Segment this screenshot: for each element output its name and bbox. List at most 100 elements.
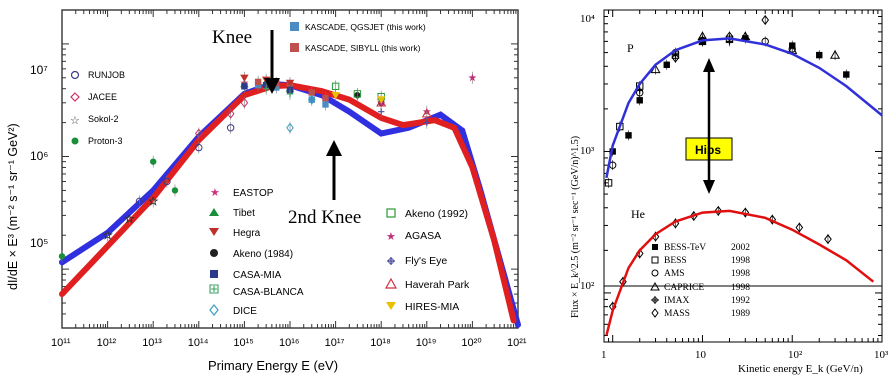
proton-model-curve — [605, 37, 883, 179]
left-x-tick-label: 10¹¹ — [51, 337, 71, 349]
legend-label-flys-eye: Fly's Eye — [405, 255, 447, 267]
right-points — [604, 14, 850, 312]
left-data-point — [262, 85, 270, 92]
left-ticks — [61, 9, 519, 329]
legend-marker-eastop: ★ — [210, 187, 220, 199]
left-data-point — [308, 89, 315, 96]
right-data-point — [741, 207, 750, 218]
legend-year-ams: 1998 — [731, 269, 750, 279]
left-x-tick-label: 10²¹ — [507, 337, 527, 349]
left-data-point — [285, 79, 295, 88]
left-x-tick-label: 10¹⁵ — [233, 337, 253, 349]
legend-marker-akeno-1984 — [210, 249, 218, 257]
right-data-point — [824, 234, 832, 245]
left-data-point — [195, 143, 203, 152]
helium-label: He — [631, 207, 645, 221]
left-data-point — [286, 90, 294, 98]
left-x-tick-label: 10¹² — [97, 337, 117, 349]
right-data-point — [795, 222, 804, 233]
right-x-tick-label: 10² — [788, 349, 803, 361]
left-points — [58, 71, 477, 263]
legend-marker-kascade-sibyll — [290, 43, 299, 52]
left-data-point — [423, 119, 430, 126]
legend-label-agasa: AGASA — [405, 230, 441, 242]
second-knee-arrowhead — [326, 140, 342, 156]
left-y-tick-label: 10⁷ — [30, 63, 48, 77]
left-x-tick-label: 10¹⁷ — [325, 337, 345, 349]
legend-marker-jacee — [70, 92, 80, 102]
legend-label-bess-tev: BESS-TeV — [664, 243, 706, 253]
right-ticks — [603, 9, 883, 342]
left-data-point — [322, 101, 329, 108]
legend-marker-ams — [651, 269, 659, 277]
right-data-point — [843, 71, 850, 78]
legend-marker-runjob — [70, 70, 80, 80]
right-data-point — [636, 87, 643, 94]
left-data-point — [377, 96, 386, 104]
right-data-point — [604, 179, 613, 187]
right-x-axis-label: Kinetic energy E_k (GeV/n) — [738, 363, 863, 375]
legend-marker-imax-ring — [652, 297, 658, 303]
legend-marker-hegra — [209, 228, 219, 236]
left-x-tick-label: 10²⁰ — [461, 337, 482, 349]
knee-arrowhead — [264, 78, 280, 94]
legend-label-proton3: Proton-3 — [88, 136, 123, 146]
legend-marker-hires-mia — [386, 302, 396, 310]
legend-label-haverah-park: Haverah Park — [405, 279, 470, 291]
legend-marker-agasa: ★ — [386, 231, 396, 243]
left-x-tick-label: 10¹⁸ — [370, 337, 391, 349]
right-x-tick-label: 10 — [695, 349, 707, 361]
left-data-point — [163, 177, 171, 186]
right-y-tick-label: 10³ — [580, 145, 595, 157]
left-x-tick-label: 10¹⁴ — [188, 337, 209, 349]
right-y-axis-label: Flux × E_k^2.5 (m⁻² sr⁻¹ sec⁻¹ (GeV/n)^1… — [570, 136, 581, 318]
right-chart: 10⁴ 10³ 10² 1 10 10² 10³ Kinetic energy … — [570, 9, 889, 375]
left-y-tick-label: 10⁶ — [30, 149, 48, 163]
legend-label-bess: BESS — [664, 256, 687, 266]
legend-label-ams: AMS — [664, 269, 685, 279]
legend-label-imax: IMAX — [664, 296, 689, 306]
knee-annotation: Knee — [212, 27, 252, 48]
hips-arrowhead-up — [703, 58, 715, 72]
helium-model-curve — [605, 209, 875, 336]
left-x-tick-label: 10¹³ — [142, 337, 162, 349]
second-knee-annotation: 2nd Knee — [288, 207, 361, 228]
legend-year-caprice: 1998 — [731, 283, 750, 293]
right-data-point — [636, 97, 643, 104]
right-data-point — [761, 14, 770, 26]
left-data-point — [240, 97, 249, 108]
legend-marker-casa-mia — [210, 270, 218, 278]
left-data-point — [194, 128, 203, 139]
legend-label-kascade-qgsjet: KASCADE, QGSJET (this work) — [305, 22, 426, 32]
legend-label-mass: MASS — [664, 309, 690, 319]
legend-label-akeno-1992: Akeno (1992) — [405, 208, 468, 220]
left-data-point — [226, 124, 235, 132]
left-data-point — [468, 73, 477, 82]
legend-year-imax: 1992 — [731, 296, 750, 306]
legend-label-caprice: CAPRICE — [664, 283, 704, 293]
legend-marker-sokol: ☆ — [70, 115, 80, 127]
legend-marker-akeno-1992 — [386, 208, 396, 218]
right-curves — [605, 37, 883, 336]
left-data-point — [150, 158, 157, 165]
right-data-point — [740, 31, 751, 41]
legend-year-bess-tev: 2002 — [731, 243, 750, 253]
left-x-axis-label: Primary Energy E (eV) — [208, 358, 338, 373]
legend-label-dice: DICE — [233, 306, 257, 317]
right-data-point — [714, 205, 723, 216]
left-data-point — [378, 108, 385, 115]
left-data-point — [286, 122, 294, 133]
right-data-point — [816, 51, 823, 59]
right-x-tick-label: 1 — [601, 349, 607, 361]
left-y-tick-label: 10⁵ — [30, 236, 48, 250]
left-data-point — [353, 90, 362, 98]
legend-marker-dice — [209, 304, 219, 316]
legend-label-jacee: JACEE — [88, 92, 117, 102]
left-data-point — [376, 97, 387, 107]
legend-label-runjob: RUNJOB — [88, 70, 125, 80]
left-data-point — [135, 197, 144, 206]
legend-marker-haverah-park — [384, 277, 398, 289]
legend-marker-bess — [651, 256, 659, 264]
left-data-point — [307, 94, 316, 105]
legend-label-hegra: Hegra — [233, 228, 261, 239]
